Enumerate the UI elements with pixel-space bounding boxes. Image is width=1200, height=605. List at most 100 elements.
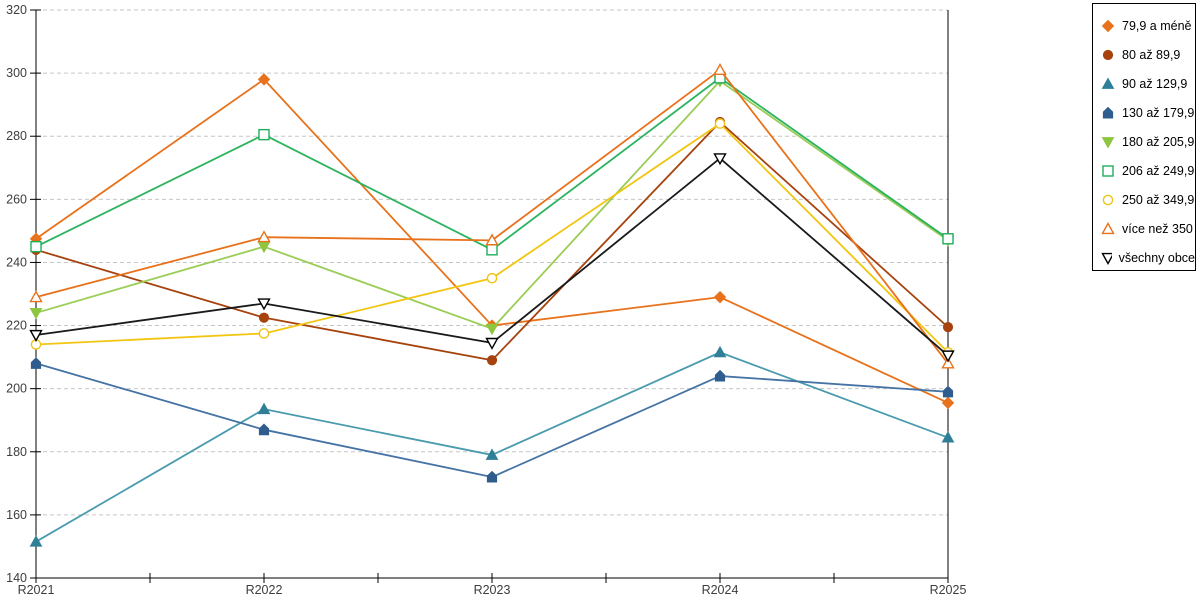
data-point-130-az-179-9-R2024[interactable] bbox=[714, 369, 726, 382]
data-point-130-az-179-9-R2022[interactable] bbox=[258, 423, 270, 436]
square-marker-icon bbox=[1102, 164, 1114, 177]
data-point-250-az-349-9-R2024[interactable] bbox=[714, 118, 726, 129]
y-tick-label: 180 bbox=[6, 445, 27, 459]
x-tick-label: R2023 bbox=[474, 583, 511, 597]
data-point-130-az-179-9-R2025[interactable] bbox=[942, 385, 954, 398]
legend-item-vsechny-obce[interactable]: všechny obce bbox=[1101, 243, 1195, 272]
data-point-206-az-249-9-R2025[interactable] bbox=[942, 233, 954, 245]
legend-item-label: 180 až 205,9 bbox=[1122, 134, 1195, 149]
y-tick-label: 140 bbox=[6, 571, 27, 585]
y-tick-label: 300 bbox=[6, 66, 27, 80]
circle-marker-glyph[interactable] bbox=[1102, 194, 1114, 205]
y-tick-label: 200 bbox=[6, 382, 27, 396]
triangle-up-marker-icon bbox=[1101, 221, 1115, 234]
data-point-180-az-205-9-R2023[interactable] bbox=[485, 323, 499, 336]
y-tick-label: 160 bbox=[6, 508, 27, 522]
data-point-vice-nez-350-R2024[interactable] bbox=[713, 63, 727, 76]
diamond-marker-glyph[interactable] bbox=[1101, 19, 1115, 32]
data-point-206-az-249-9-R2022[interactable] bbox=[258, 128, 270, 141]
x-tick-label: R2025 bbox=[930, 583, 967, 597]
y-tick-label: 240 bbox=[6, 255, 27, 269]
triangle-up-marker-glyph[interactable] bbox=[1101, 76, 1115, 89]
x-tick-label: R2022 bbox=[246, 583, 283, 597]
data-point-vsechny-obce-R2021[interactable] bbox=[29, 329, 43, 342]
legend-item-label: více než 350 bbox=[1122, 221, 1193, 236]
data-point-130-az-179-9-R2023[interactable] bbox=[486, 470, 498, 483]
data-point-206-az-249-9-R2021[interactable] bbox=[30, 240, 42, 253]
series-line-206-az-249-9 bbox=[35, 76, 949, 251]
gridlines bbox=[36, 9, 948, 516]
legend-item-label: 79,9 a méně bbox=[1122, 18, 1192, 33]
data-point-206-az-249-9-R2023[interactable] bbox=[486, 244, 498, 256]
pentagon-marker-glyph[interactable] bbox=[1102, 106, 1114, 118]
legend-item-79-9-a-mene[interactable]: 79,9 a méně bbox=[1101, 11, 1195, 40]
triangle-up-marker-glyph[interactable] bbox=[1101, 221, 1115, 234]
data-point-90-az-129-9-R2021[interactable] bbox=[29, 535, 43, 547]
data-point-vsechny-obce-R2023[interactable] bbox=[485, 337, 499, 350]
square-marker-glyph[interactable] bbox=[1102, 164, 1114, 177]
series-vsechny-obce bbox=[29, 153, 955, 363]
data-point-vsechny-obce-R2025[interactable] bbox=[941, 350, 955, 363]
legend-item-206-az-249-9[interactable]: 206 až 249,9 bbox=[1101, 156, 1195, 185]
x-tick-label: R2021 bbox=[18, 583, 55, 597]
data-point-vsechny-obce-R2024[interactable] bbox=[713, 153, 727, 166]
data-point-90-az-129-9-R2022[interactable] bbox=[257, 402, 271, 415]
x-tick-label: R2024 bbox=[702, 583, 739, 597]
legend: 79,9 a méně 80 až 89,9 90 až 129,9 130 až 1… bbox=[1092, 3, 1196, 271]
data-point-90-az-129-9-R2025[interactable] bbox=[941, 431, 955, 443]
data-point-vice-nez-350-R2021[interactable] bbox=[29, 290, 43, 303]
circle-marker-glyph[interactable] bbox=[1102, 49, 1114, 60]
legend-item-180-az-205-9[interactable]: 180 až 205,9 bbox=[1101, 127, 1195, 156]
triangle-down-marker-icon bbox=[1101, 136, 1115, 149]
y-tick-label: 260 bbox=[6, 192, 27, 206]
legend-item-label: 80 až 89,9 bbox=[1122, 47, 1181, 62]
pentagon-marker-icon bbox=[1102, 106, 1114, 118]
legend-item-250-az-349-9[interactable]: 250 až 349,9 bbox=[1101, 185, 1195, 214]
data-point-80-az-89-9-R2025[interactable] bbox=[942, 322, 954, 333]
data-point-80-az-89-9-R2023[interactable] bbox=[486, 355, 498, 366]
series-90-az-129-9 bbox=[29, 345, 955, 547]
data-point-79-9-a-mene-R2022[interactable] bbox=[257, 73, 271, 86]
legend-item-label: 90 až 129,9 bbox=[1122, 76, 1188, 91]
series-vice-nez-350 bbox=[29, 63, 955, 369]
data-point-vice-nez-350-R2023[interactable] bbox=[485, 233, 499, 246]
legend-item-90-az-129-9[interactable]: 90 až 129,9 bbox=[1101, 69, 1195, 98]
triangle-up-marker-icon bbox=[1101, 76, 1115, 89]
legend-item-80-az-89-9[interactable]: 80 až 89,9 bbox=[1101, 40, 1195, 69]
series-206-az-249-9 bbox=[30, 72, 954, 256]
triangle-down-marker-glyph[interactable] bbox=[1101, 252, 1112, 265]
series-250-az-349-9 bbox=[30, 118, 954, 358]
circle-marker-icon bbox=[1102, 194, 1114, 205]
triangle-down-marker-glyph[interactable] bbox=[1101, 136, 1115, 149]
legend-item-label: 206 až 249,9 bbox=[1122, 163, 1195, 178]
y-tick-label: 280 bbox=[6, 129, 27, 143]
data-point-79-9-a-mene-R2025[interactable] bbox=[941, 396, 955, 410]
data-point-90-az-129-9-R2024[interactable] bbox=[713, 345, 727, 358]
series-180-az-205-9 bbox=[29, 76, 955, 336]
y-tick-label: 320 bbox=[6, 3, 27, 17]
data-point-vice-nez-350-R2022[interactable] bbox=[257, 230, 271, 243]
triangle-down-marker-icon bbox=[1101, 252, 1112, 265]
data-point-130-az-179-9-R2021[interactable] bbox=[30, 357, 42, 369]
y-tick-label: 220 bbox=[6, 319, 27, 333]
data-point-250-az-349-9-R2022[interactable] bbox=[258, 328, 270, 339]
series-130-az-179-9 bbox=[30, 357, 954, 483]
data-point-90-az-129-9-R2023[interactable] bbox=[485, 448, 499, 460]
series-line-130-az-179-9 bbox=[35, 362, 949, 478]
data-point-vice-nez-350-R2025[interactable] bbox=[941, 356, 955, 369]
diamond-marker-icon bbox=[1101, 19, 1115, 32]
axis-labels: 140 160 180 200 220 240 260 280 300 320 R2021 R2022… bbox=[6, 3, 966, 597]
data-point-79-9-a-mene-R2024[interactable] bbox=[713, 290, 727, 304]
circle-marker-icon bbox=[1102, 49, 1114, 60]
data-point-vsechny-obce-R2022[interactable] bbox=[257, 298, 271, 311]
data-point-250-az-349-9-R2023[interactable] bbox=[486, 272, 498, 284]
data-point-80-az-89-9-R2022[interactable] bbox=[258, 312, 270, 323]
legend-item-label: všechny obce bbox=[1118, 250, 1195, 265]
legend-item-130-az-179-9[interactable]: 130 až 179,9 bbox=[1101, 98, 1195, 127]
data-point-180-az-205-9-R2021[interactable] bbox=[29, 308, 43, 320]
axes bbox=[30, 9, 949, 583]
legend-item-vice-nez-350[interactable]: více než 350 bbox=[1101, 214, 1195, 243]
series-line-90-az-129-9 bbox=[35, 351, 949, 543]
